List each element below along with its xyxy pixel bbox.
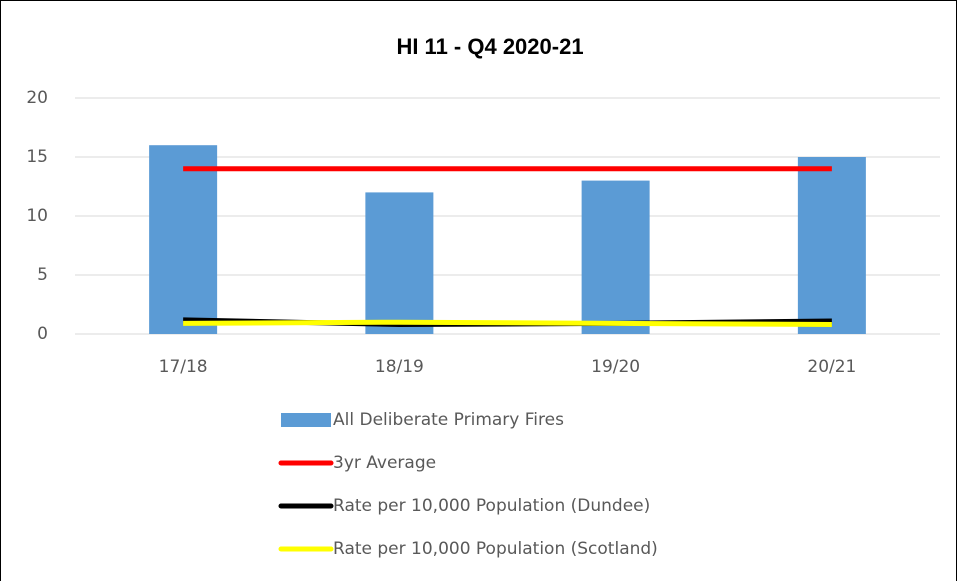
legend-label: 3yr Average <box>333 453 436 473</box>
y-tick-label: 15 <box>26 147 48 167</box>
y-tick-label: 20 <box>26 88 48 108</box>
x-tick-label: 18/19 <box>375 357 424 377</box>
bar <box>149 145 218 334</box>
x-tick-label: 20/21 <box>807 357 856 377</box>
legend-label: Rate per 10,000 Population (Dundee) <box>333 496 650 516</box>
chart-title: HI 11 - Q4 2020-21 <box>396 34 583 59</box>
bar <box>797 157 866 334</box>
y-tick-label: 10 <box>26 206 48 226</box>
bar <box>365 192 434 334</box>
x-tick-label: 17/18 <box>159 357 208 377</box>
bar <box>581 180 650 334</box>
y-tick-label: 0 <box>37 324 48 344</box>
legend-label: Rate per 10,000 Population (Scotland) <box>333 539 658 559</box>
legend-label: All Deliberate Primary Fires <box>333 410 564 430</box>
y-tick-label: 5 <box>37 265 48 285</box>
x-tick-label: 19/20 <box>591 357 640 377</box>
line-series <box>183 319 832 328</box>
legend-swatch <box>281 413 331 427</box>
